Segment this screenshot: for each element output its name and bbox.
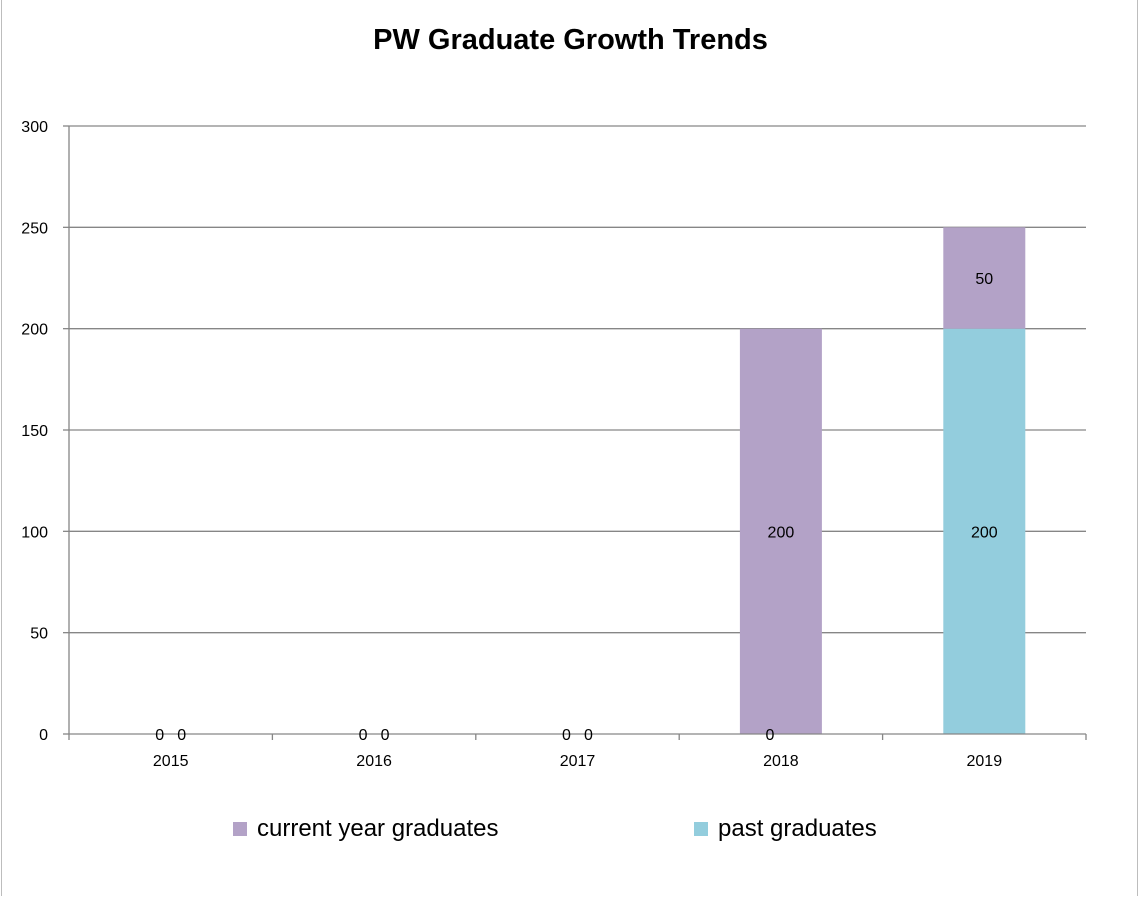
y-tick-label: 100 <box>21 524 48 541</box>
data-label: 0 <box>584 727 593 744</box>
legend-swatch-current <box>233 822 247 836</box>
data-label: 200 <box>768 524 795 541</box>
y-tick-label: 300 <box>21 119 48 136</box>
data-label: 50 <box>975 271 993 288</box>
data-label: 0 <box>177 727 186 744</box>
y-tick-label: 0 <box>39 727 48 744</box>
data-label: 0 <box>155 727 164 744</box>
y-tick-label: 200 <box>21 322 48 339</box>
data-label: 0 <box>381 727 390 744</box>
bar-current-year-graduates <box>739 328 822 734</box>
legend-item-past: past graduates <box>694 815 877 843</box>
x-tick-label: 2016 <box>356 753 392 770</box>
y-tick-label: 150 <box>21 423 48 440</box>
legend-label-current: current year graduates <box>257 815 499 842</box>
bar-past-graduates <box>943 328 1026 734</box>
y-tick-label: 250 <box>21 220 48 237</box>
x-tick-label: 2019 <box>967 753 1003 770</box>
x-tick-label: 2017 <box>560 753 596 770</box>
legend-label-past: past graduates <box>718 815 877 842</box>
data-label: 200 <box>971 524 998 541</box>
data-label: 0 <box>359 727 368 744</box>
legend-item-current: current year graduates <box>233 815 498 843</box>
x-tick-label: 2018 <box>763 753 799 770</box>
x-tick-label: 2015 <box>153 753 189 770</box>
y-tick-label: 50 <box>30 626 48 643</box>
data-label: 0 <box>562 727 571 744</box>
chart-title: PW Graduate Growth Trends <box>373 24 768 56</box>
data-label: 0 <box>765 727 774 744</box>
legend-swatch-past <box>694 822 708 836</box>
bar-current-year-graduates <box>943 227 1026 329</box>
